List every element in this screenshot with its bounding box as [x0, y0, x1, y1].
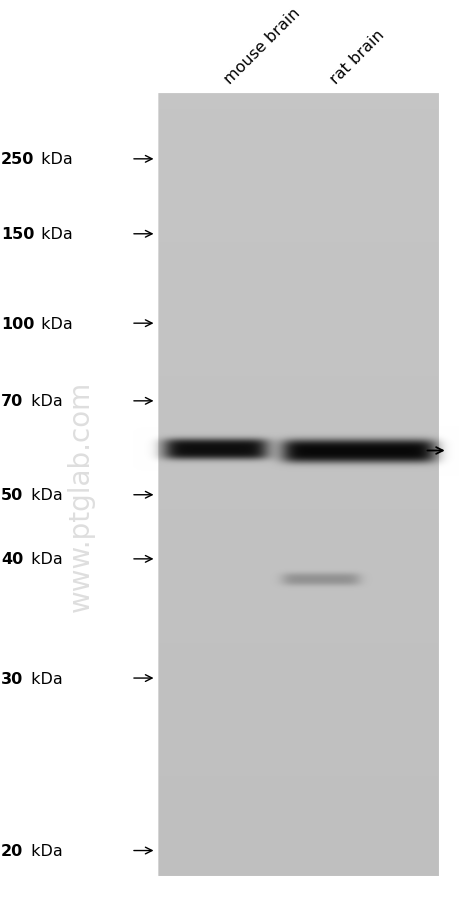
Text: kDa: kDa [36, 227, 73, 242]
Text: kDa: kDa [26, 394, 62, 409]
Text: kDa: kDa [26, 843, 62, 858]
Text: kDa: kDa [36, 317, 73, 331]
Text: 40: 40 [1, 552, 23, 566]
Text: 30: 30 [1, 671, 23, 686]
Text: rat brain: rat brain [327, 28, 386, 87]
Text: 70: 70 [1, 394, 23, 409]
Text: kDa: kDa [26, 671, 62, 686]
Text: mouse brain: mouse brain [221, 6, 302, 87]
Text: www.ptglab.com: www.ptglab.com [67, 381, 94, 612]
Text: kDa: kDa [36, 152, 73, 167]
Text: 150: 150 [1, 227, 34, 242]
Text: kDa: kDa [26, 488, 62, 502]
Text: kDa: kDa [26, 552, 62, 566]
Text: 250: 250 [1, 152, 34, 167]
Text: 20: 20 [1, 843, 23, 858]
Text: 100: 100 [1, 317, 34, 331]
Text: 50: 50 [1, 488, 23, 502]
